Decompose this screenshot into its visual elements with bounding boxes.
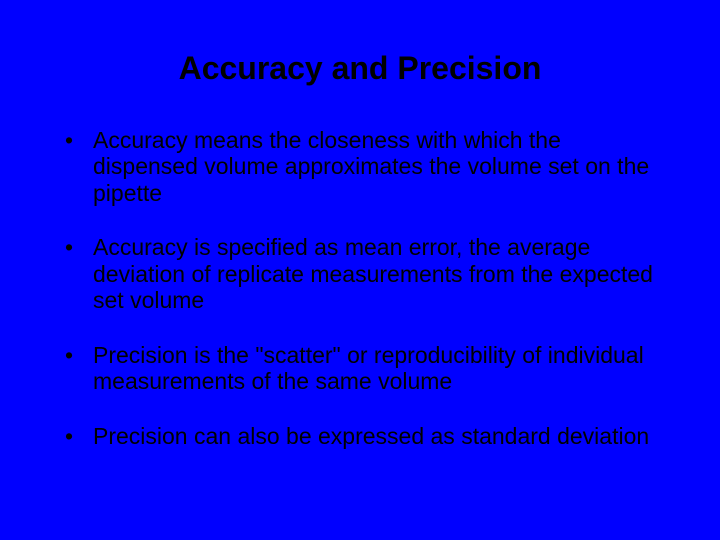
slide-title: Accuracy and Precision bbox=[50, 50, 670, 87]
bullet-item: Precision is the "scatter" or reproducib… bbox=[65, 342, 670, 395]
bullet-item: Precision can also be expressed as stand… bbox=[65, 423, 670, 449]
bullet-item: Accuracy is specified as mean error, the… bbox=[65, 234, 670, 313]
bullet-item: Accuracy means the closeness with which … bbox=[65, 127, 670, 206]
bullet-list: Accuracy means the closeness with which … bbox=[50, 127, 670, 449]
slide: Accuracy and Precision Accuracy means th… bbox=[0, 0, 720, 540]
